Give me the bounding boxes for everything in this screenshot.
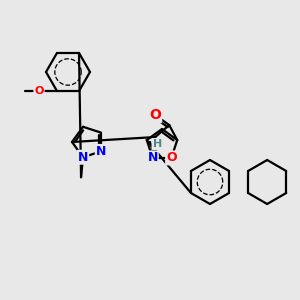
Text: N: N bbox=[78, 151, 88, 164]
Text: O: O bbox=[166, 152, 177, 164]
Text: H: H bbox=[153, 139, 162, 149]
Text: O: O bbox=[149, 108, 161, 122]
Text: O: O bbox=[34, 86, 44, 96]
Text: N: N bbox=[96, 145, 106, 158]
Text: N: N bbox=[147, 152, 158, 164]
Text: H: H bbox=[153, 139, 162, 149]
